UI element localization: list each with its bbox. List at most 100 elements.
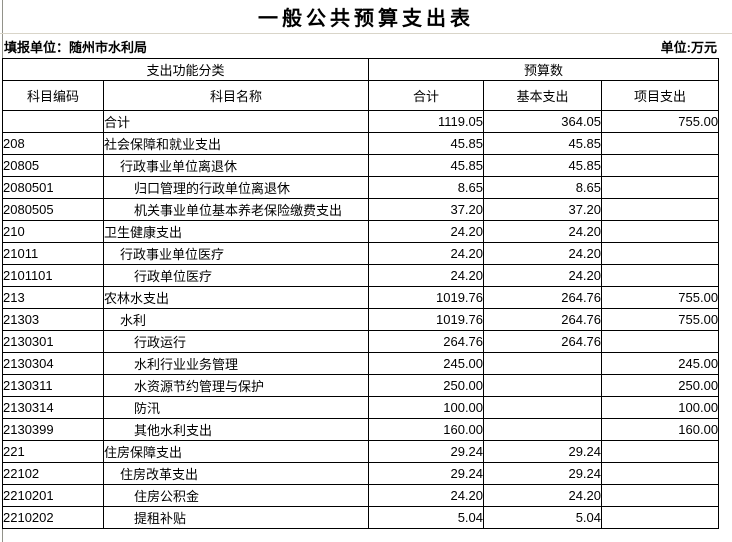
group-header-function-classification: 支出功能分类: [1, 58, 370, 81]
subject-code-cell: 2130301: [2, 330, 104, 353]
basic-expenditure-value-cell: 24.20: [483, 264, 603, 287]
subject-name-cell: 行政单位医疗: [102, 264, 370, 287]
subject-name-cell: 行政运行: [102, 330, 370, 353]
table-row: 210 卫生健康支出 24.20 24.20: [2, 220, 720, 243]
subject-name-cell: 行政事业单位离退休: [102, 154, 370, 177]
subject-name-cell: 机关事业单位基本养老保险缴费支出: [102, 198, 370, 221]
subject-code-cell: [2, 110, 104, 133]
table-row: 2101101 行政单位医疗 24.20 24.20: [2, 264, 720, 287]
total-value-cell: 1119.05: [368, 110, 485, 133]
table-row: 2130301 行政运行 264.76 264.76: [2, 330, 720, 353]
project-expenditure-value-cell: [601, 198, 720, 221]
subject-code-cell: 20805: [2, 154, 104, 177]
project-expenditure-value-cell: 100.00: [601, 396, 720, 419]
table-row: 221 住房保障支出 29.24 29.24: [2, 440, 720, 463]
budget-table: 支出功能分类 预算数 科目编码 科目名称 合计 基本支出 项目支出 合计 1119…: [1, 58, 720, 529]
horizontal-gridline: [0, 33, 732, 34]
subject-code-cell: 213: [2, 286, 104, 309]
project-expenditure-value-cell: [601, 506, 720, 529]
subject-code-cell: 221: [2, 440, 104, 463]
subject-code-cell: 21011: [2, 242, 104, 265]
table-row: 2130399 其他水利支出 160.00 160.00: [2, 418, 720, 441]
project-expenditure-value-cell: 160.00: [601, 418, 720, 441]
basic-expenditure-value-cell: [483, 352, 603, 375]
project-expenditure-value-cell: [601, 220, 720, 243]
subject-name-cell: 水利行业业务管理: [102, 352, 370, 375]
table-row: 2080501 归口管理的行政单位离退休 8.65 8.65: [2, 176, 720, 199]
total-value-cell: 264.76: [368, 330, 485, 353]
basic-expenditure-value-cell: 24.20: [483, 220, 603, 243]
column-header-subject-code: 科目编码: [2, 80, 104, 111]
subject-code-cell: 2130399: [2, 418, 104, 441]
table-row: 208 社会保障和就业支出 45.85 45.85: [2, 132, 720, 155]
table-row: 2130314 防汛 100.00 100.00: [2, 396, 720, 419]
total-value-cell: 29.24: [368, 462, 485, 485]
table-row: 2210201 住房公积金 24.20 24.20: [2, 484, 720, 507]
subject-code-cell: 2210202: [2, 506, 104, 529]
basic-expenditure-value-cell: 264.76: [483, 308, 603, 331]
basic-expenditure-value-cell: 45.85: [483, 132, 603, 155]
subject-code-cell: 22102: [2, 462, 104, 485]
subject-name-cell: 提租补贴: [102, 506, 370, 529]
reporting-unit-label: 填报单位：随州市水利局: [4, 40, 148, 55]
subject-name-cell: 农林水支出: [102, 286, 370, 309]
project-expenditure-value-cell: [601, 440, 720, 463]
table-row: 2130311 水资源节约管理与保护 250.00 250.00: [2, 374, 720, 397]
project-expenditure-value-cell: [601, 484, 720, 507]
project-expenditure-value-cell: 755.00: [601, 286, 720, 309]
project-expenditure-value-cell: [601, 264, 720, 287]
basic-expenditure-value-cell: 264.76: [483, 286, 603, 309]
group-header-row: 支出功能分类 预算数: [1, 58, 720, 81]
basic-expenditure-value-cell: [483, 396, 603, 419]
unit-label: 单位:万元: [660, 40, 717, 55]
basic-expenditure-value-cell: [483, 418, 603, 441]
project-expenditure-value-cell: [601, 462, 720, 485]
column-header-total: 合计: [368, 80, 485, 111]
basic-expenditure-value-cell: 264.76: [483, 330, 603, 353]
total-value-cell: 29.24: [368, 440, 485, 463]
project-expenditure-value-cell: 755.00: [601, 308, 720, 331]
basic-expenditure-value-cell: [483, 374, 603, 397]
table-row: 213 农林水支出 1019.76 264.76 755.00: [2, 286, 720, 309]
basic-expenditure-value-cell: 5.04: [483, 506, 603, 529]
basic-expenditure-value-cell: 45.85: [483, 154, 603, 177]
project-expenditure-value-cell: 755.00: [601, 110, 720, 133]
table-row: 2210202 提租补贴 5.04 5.04: [2, 506, 720, 529]
group-header-budget-figures: 预算数: [368, 58, 720, 81]
table-row: 22102 住房改革支出 29.24 29.24: [2, 462, 720, 485]
total-value-cell: 24.20: [368, 484, 485, 507]
total-value-cell: 24.20: [368, 264, 485, 287]
subject-code-cell: 2210201: [2, 484, 104, 507]
subject-name-cell: 住房保障支出: [102, 440, 370, 463]
project-expenditure-value-cell: [601, 176, 720, 199]
basic-expenditure-value-cell: 37.20: [483, 198, 603, 221]
subject-code-cell: 2130314: [2, 396, 104, 419]
project-expenditure-value-cell: 245.00: [601, 352, 720, 375]
subject-code-cell: 2101101: [2, 264, 104, 287]
basic-expenditure-value-cell: 29.24: [483, 440, 603, 463]
subject-code-cell: 2080501: [2, 176, 104, 199]
subject-name-cell: 住房公积金: [102, 484, 370, 507]
subject-name-cell: 社会保障和就业支出: [102, 132, 370, 155]
table-row: 21011 行政事业单位医疗 24.20 24.20: [2, 242, 720, 265]
table-row: 合计 1119.05 364.05 755.00: [2, 110, 720, 133]
basic-expenditure-value-cell: 24.20: [483, 484, 603, 507]
total-value-cell: 245.00: [368, 352, 485, 375]
basic-expenditure-value-cell: 8.65: [483, 176, 603, 199]
column-header-subject-name: 科目名称: [102, 80, 370, 111]
subject-code-cell: 208: [2, 132, 104, 155]
project-expenditure-value-cell: [601, 154, 720, 177]
total-value-cell: 45.85: [368, 132, 485, 155]
subject-name-cell: 合计: [102, 110, 370, 133]
total-value-cell: 160.00: [368, 418, 485, 441]
project-expenditure-value-cell: [601, 132, 720, 155]
subject-name-cell: 行政事业单位医疗: [102, 242, 370, 265]
subject-name-cell: 水利: [102, 308, 370, 331]
basic-expenditure-value-cell: 29.24: [483, 462, 603, 485]
basic-expenditure-value-cell: 364.05: [483, 110, 603, 133]
total-value-cell: 1019.76: [368, 286, 485, 309]
total-value-cell: 24.20: [368, 242, 485, 265]
total-value-cell: 1019.76: [368, 308, 485, 331]
total-value-cell: 37.20: [368, 198, 485, 221]
subject-code-cell: 210: [2, 220, 104, 243]
